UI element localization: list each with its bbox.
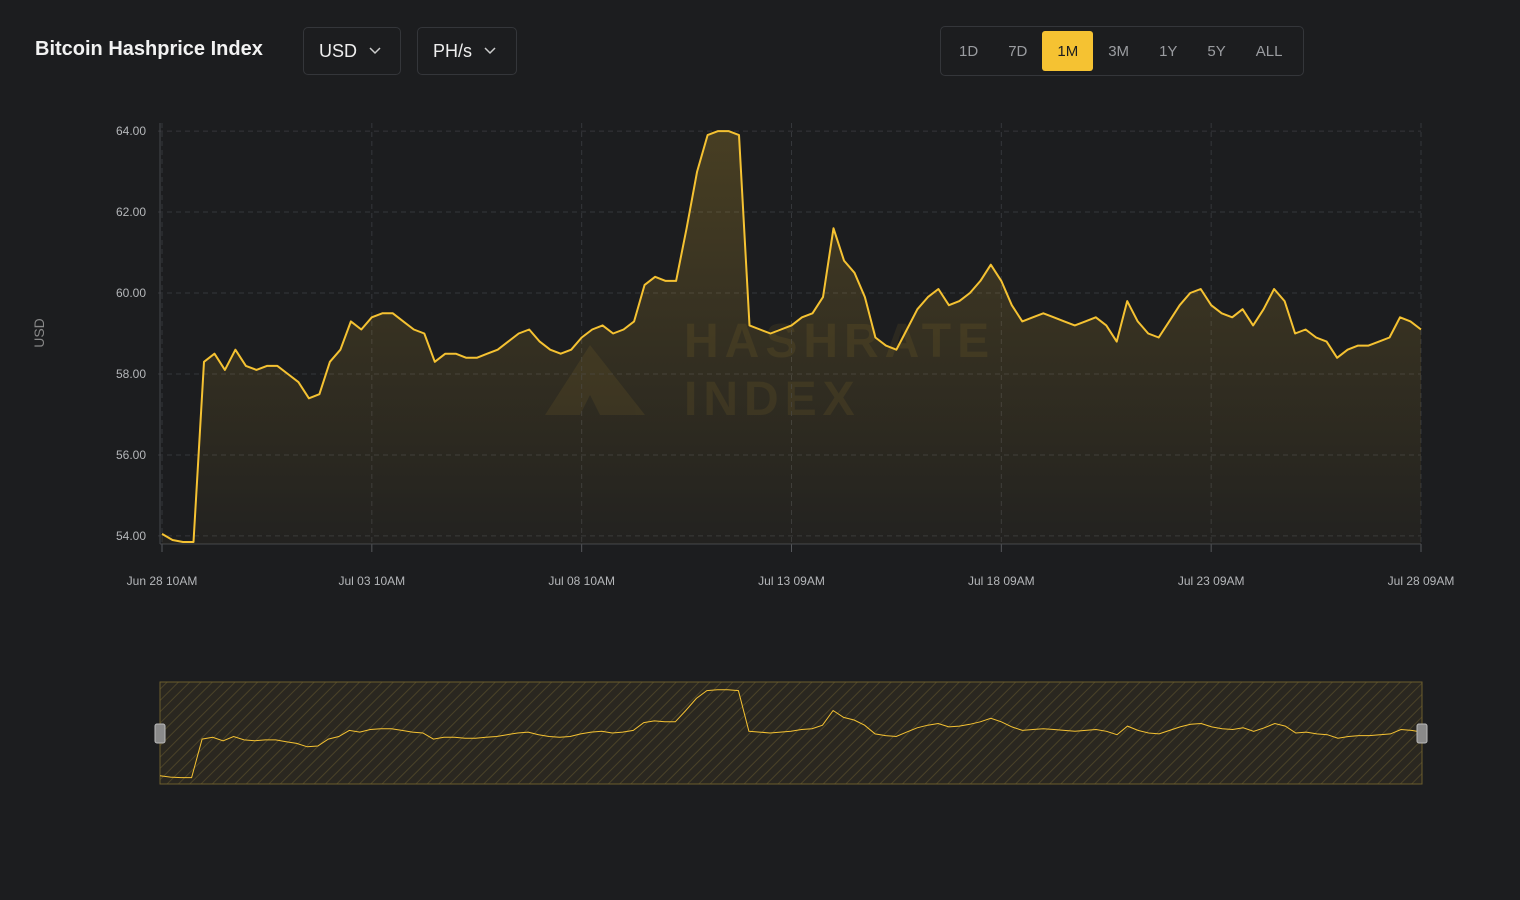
range-button[interactable]: 1M xyxy=(1042,31,1094,71)
chevron xyxy=(484,47,496,55)
unit-dropdown[interactable]: PH/s xyxy=(417,27,517,75)
x-tick-label: Jul 13 09AM xyxy=(758,574,825,588)
x-tick-label: Jul 03 10AM xyxy=(338,574,405,588)
line xyxy=(161,130,1422,543)
chevron xyxy=(369,47,381,55)
unit: PH/s xyxy=(433,40,473,61)
range-button[interactable]: 1D xyxy=(959,42,979,60)
y-tick-label: 64.00 xyxy=(116,124,146,138)
range-selector: 1D 7D 1M 3M 1Y 5Y ALL xyxy=(940,26,1304,76)
y-tick-label: 62.00 xyxy=(116,205,146,219)
range-button[interactable]: 5Y xyxy=(1207,42,1226,60)
navigator-line xyxy=(159,689,1423,779)
currency: USD xyxy=(319,40,358,61)
x-tick-label: Jul 08 10AM xyxy=(548,574,615,588)
y-axis-label: USD xyxy=(31,318,47,348)
range-button[interactable]: 1Y xyxy=(1159,42,1178,60)
title: Bitcoin Hashprice Index xyxy=(35,38,263,60)
y-tick-label: 56.00 xyxy=(116,448,146,462)
navigator xyxy=(159,681,1423,785)
x-tick-label: Jul 28 09AM xyxy=(1388,574,1455,588)
x-tick-label: Jul 23 09AM xyxy=(1178,574,1245,588)
x-tick-label: Jul 18 09AM xyxy=(968,574,1035,588)
y-tick-label: 60.00 xyxy=(116,286,146,300)
y-tick-label: 54.00 xyxy=(116,529,146,543)
range-button[interactable]: 7D xyxy=(1008,42,1028,60)
area xyxy=(162,131,1421,544)
navigator-handle[interactable] xyxy=(1416,723,1428,744)
y-tick-label: 58.00 xyxy=(116,367,146,381)
range-button[interactable]: 3M xyxy=(1108,42,1130,60)
range-button[interactable]: ALL xyxy=(1255,42,1283,60)
navigator-handle[interactable] xyxy=(154,723,166,744)
currency-dropdown[interactable]: USD xyxy=(303,27,401,75)
x-tick-label: Jun 28 10AM xyxy=(127,574,198,588)
